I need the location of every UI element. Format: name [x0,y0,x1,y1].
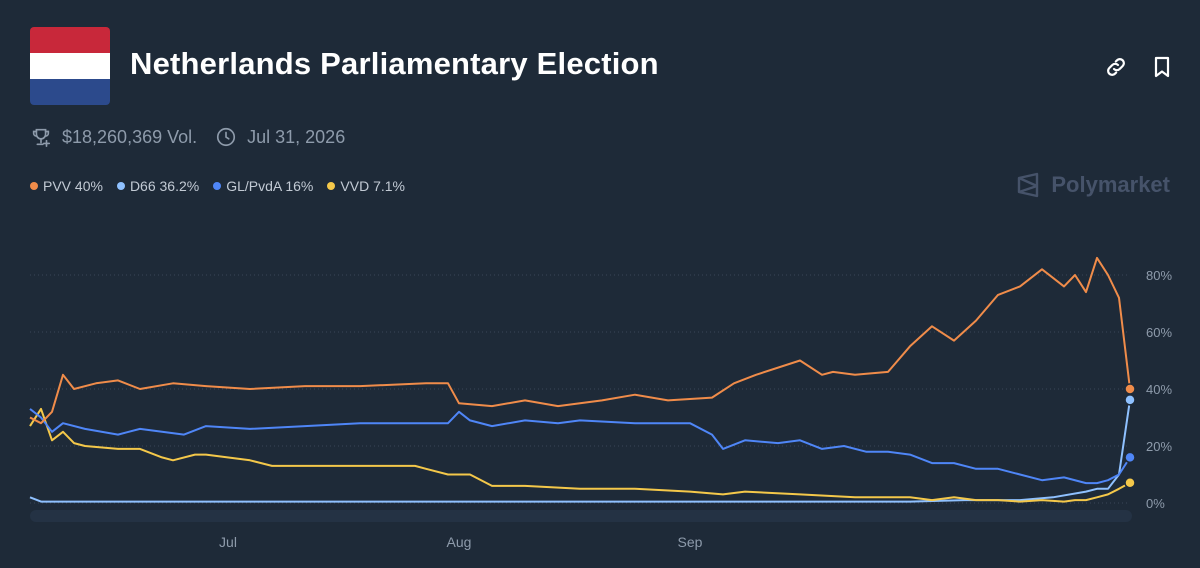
flag-red-band [30,27,110,53]
legend-label-gl-pvda: GL/PvdA 16% [226,178,314,194]
link-icon[interactable] [1104,55,1128,79]
x-axis-labels: Jul Aug Sep [219,534,703,550]
y-tick-label: 40% [1146,382,1172,397]
header-actions [1104,55,1174,79]
series-line-d66 [29,399,1131,503]
flag-blue-band [30,79,110,105]
end-dot-d66 [1124,394,1136,406]
chart-legend: PVV 40% D66 36.2% GL/PvdA 16% VVD 7.1% [30,178,419,194]
series-lines [29,256,1131,503]
legend-label-vvd: VVD 7.1% [340,178,405,194]
polymarket-logo: Polymarket [1015,172,1170,198]
legend-label-d66: D66 36.2% [129,178,200,194]
y-axis-labels: 0% 20% 40% 60% 80% [1146,268,1172,511]
y-tick-label: 20% [1146,439,1172,454]
flag-white-band [30,53,110,79]
x-tick-label: Jul [219,534,237,550]
legend-dot-pvv [30,182,38,190]
legend-item-pvv: PVV 40% [30,178,103,194]
legend-label-pvv: PVV 40% [43,178,103,194]
series-line-gl-pvda [29,408,1131,485]
series-line-vvd [29,407,1131,503]
x-tick-label: Sep [678,534,703,550]
legend-item-d66: D66 36.2% [116,178,200,194]
brand-text: Polymarket [1051,172,1170,197]
market-meta: $18,260,369 Vol. Jul 31, 2026 [30,126,345,148]
page-title: Netherlands Parliamentary Election [130,46,659,81]
legend-dot-vvd [327,182,336,190]
netherlands-flag [30,27,110,105]
series-line-pvv [29,256,1131,425]
end-date-text: Jul 31, 2026 [247,126,346,147]
y-tick-label: 80% [1146,268,1172,283]
end-dot-gl-pvda [1124,451,1136,464]
trophy-icon [32,128,51,147]
y-tick-label: 0% [1146,496,1165,511]
legend-dot-d66 [116,182,125,190]
x-tick-label: Aug [447,534,472,550]
series-end-dots [1124,383,1136,489]
end-dot-vvd [1124,477,1136,489]
end-dot-pvv [1124,383,1136,395]
y-tick-label: 60% [1146,325,1172,340]
chart-scrollbar[interactable] [30,510,1132,522]
legend-item-vvd: VVD 7.1% [327,178,405,194]
polymarket-logo-icon [1018,172,1039,198]
legend-dot-gl-pvda [213,182,222,190]
grid-lines [30,274,1130,504]
legend-item-gl-pvda: GL/PvdA 16% [213,178,313,194]
volume-text: $18,260,369 Vol. [62,126,198,147]
clock-icon [217,127,236,147]
bookmark-icon[interactable] [1150,55,1174,79]
